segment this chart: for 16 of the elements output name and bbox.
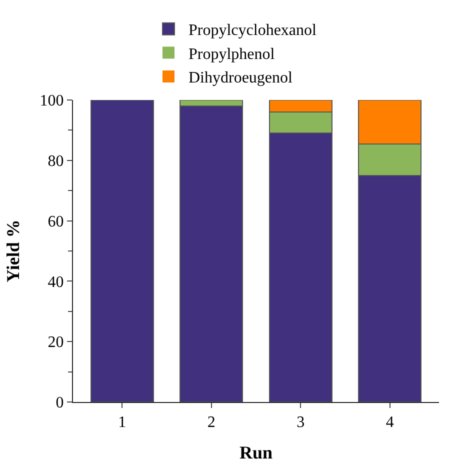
y-axis-title: Yield % [3, 220, 23, 282]
bar [90, 100, 154, 402]
y-tick-label: 0 [56, 394, 64, 412]
x-axis-title: Run [239, 442, 273, 462]
x-tick-label: 2 [207, 414, 216, 432]
y-tick-label: 40 [48, 274, 64, 291]
y-tick-label: 20 [48, 334, 64, 352]
y-tick-label: 60 [48, 213, 64, 230]
legend-label: Propylphenol [188, 46, 276, 63]
x-tick-label: 1 [118, 414, 126, 432]
x-tick-label: 4 [386, 414, 394, 432]
x-tick-label: 3 [296, 414, 305, 432]
legend-label: Dihydroeugenol [188, 70, 294, 87]
y-tick-label: 100 [40, 92, 64, 110]
y-tick-label: 80 [48, 153, 64, 170]
legend-label: Propylcyclohexanol [188, 22, 318, 40]
